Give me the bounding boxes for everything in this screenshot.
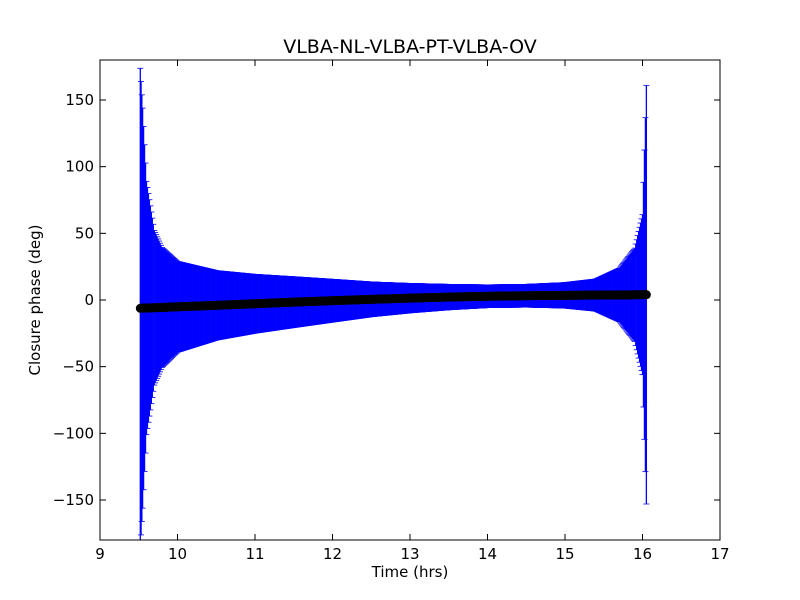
- y-axis-label: Closure phase (deg): [26, 225, 44, 376]
- y-tick-label: 100: [65, 158, 94, 176]
- x-tick-label: 13: [400, 545, 419, 563]
- y-tick-label: −150: [53, 491, 94, 509]
- data-points: [135, 290, 651, 313]
- x-axis-label: Time (hrs): [371, 563, 449, 581]
- x-tick-label: 14: [478, 545, 497, 563]
- x-tick-label: 15: [555, 545, 574, 563]
- x-tick-label: 17: [710, 545, 729, 563]
- data-layer: [135, 67, 651, 541]
- x-tick-label: 9: [95, 545, 105, 563]
- x-tick-label: 10: [168, 545, 187, 563]
- y-tick-label: −50: [62, 358, 94, 376]
- chart-title: VLBA-NL-VLBA-PT-VLBA-OV: [283, 36, 537, 58]
- y-tick-label: 50: [75, 224, 94, 242]
- x-tick-label: 12: [323, 545, 342, 563]
- data-point: [641, 290, 651, 300]
- y-tick-label: 150: [65, 91, 94, 109]
- y-tick-label: −100: [53, 424, 94, 442]
- y-tick-label: 0: [84, 291, 94, 309]
- tick-layer: 9 10 11 12 13 14 15 16 17 −150 −100 −50 0 50 100 150: [53, 60, 730, 563]
- x-tick-label: 11: [245, 545, 264, 563]
- x-tick-label: 16: [633, 545, 652, 563]
